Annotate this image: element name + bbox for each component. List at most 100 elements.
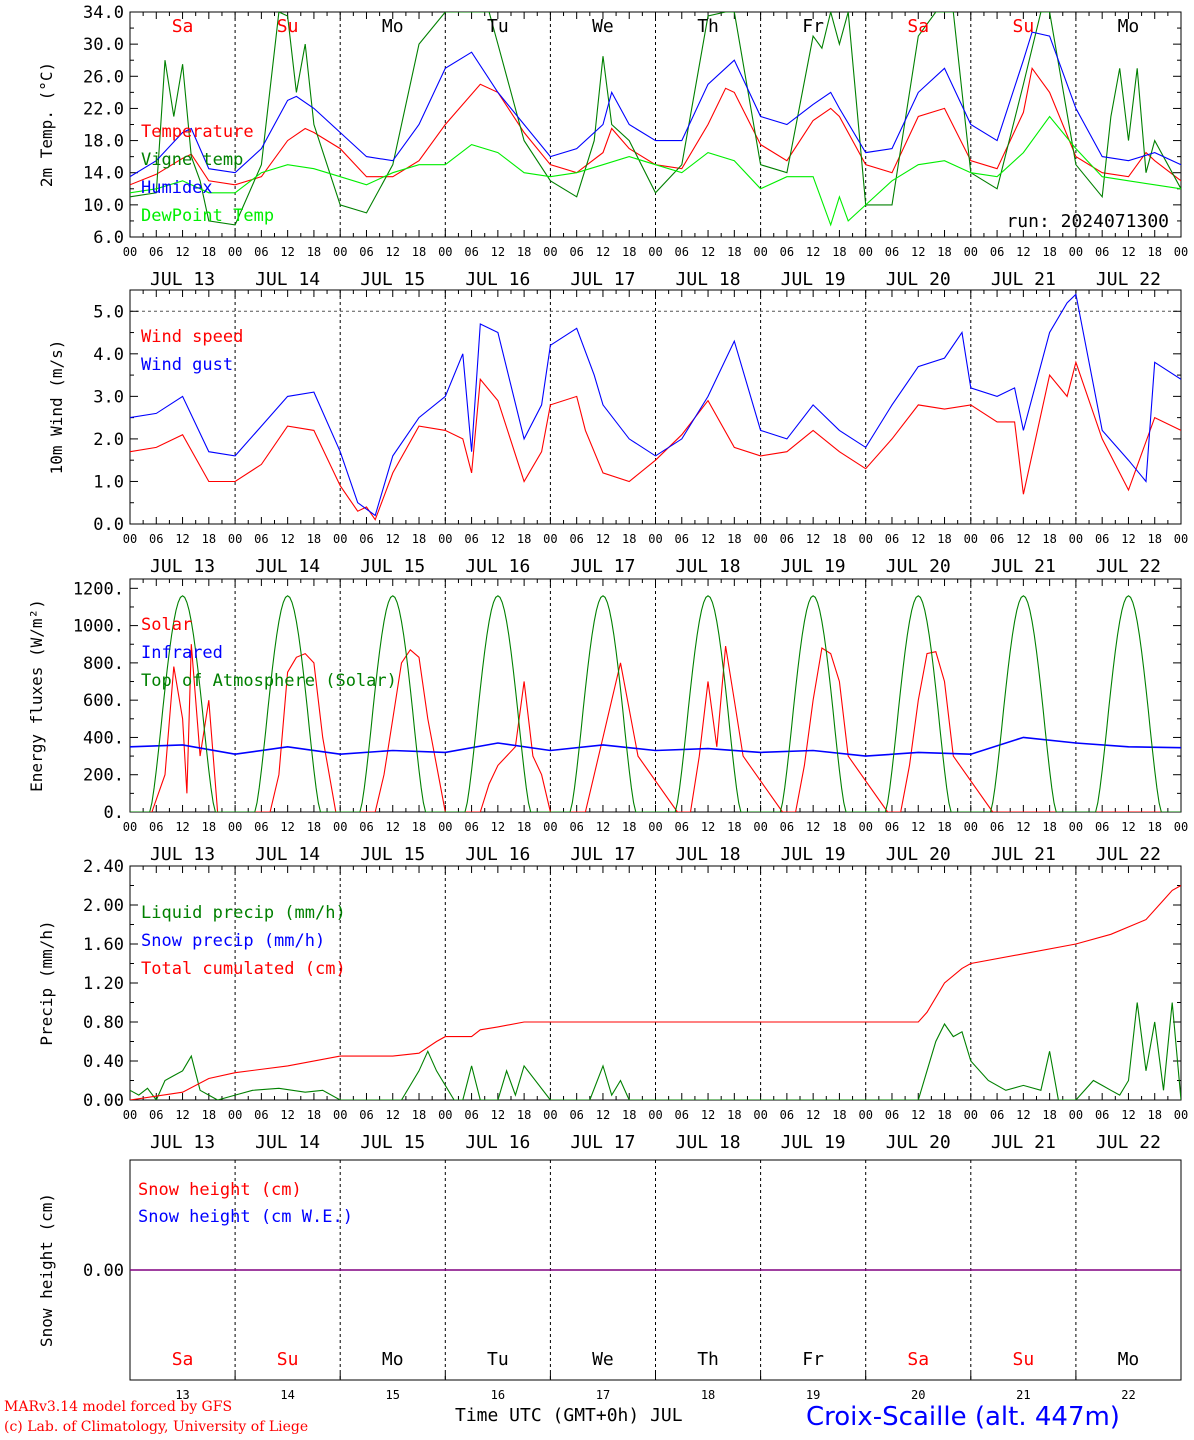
y-tick-label: 0.80 [83,1013,124,1033]
hour-tick-label: 06 [254,820,268,834]
date-label: JUL 15 [360,844,425,865]
weekday-label: Mo [1118,1349,1140,1370]
y-tick-label: 4.0 [93,345,124,365]
hour-tick-label: 18 [622,820,636,834]
hour-tick-label: 06 [569,532,583,546]
hour-tick-label: 18 [937,245,951,259]
hour-tick-label: 06 [885,820,899,834]
legend-entry: Snow height (cm) [138,1180,302,1200]
hour-tick-label: 12 [911,245,925,259]
date-label: JUL 15 [360,556,425,577]
hour-tick-label: 06 [885,532,899,546]
hour-tick-label: 06 [990,245,1004,259]
hour-tick-label: 00 [1174,245,1188,259]
hour-tick-label: 00 [964,245,978,259]
hour-tick-label: 12 [806,245,820,259]
hour-tick-label: 00 [333,1108,347,1122]
day-number-label: 18 [701,1388,715,1402]
hour-tick-label: 06 [149,1108,163,1122]
hour-tick-label: 00 [543,1108,557,1122]
y-axis-label: 10m Wind (m/s) [47,340,66,475]
series-line [130,736,1181,757]
hour-tick-label: 12 [491,532,505,546]
hour-tick-label: 12 [386,1108,400,1122]
hour-tick-label: 12 [491,820,505,834]
date-label: JUL 17 [570,556,635,577]
hour-tick-label: 18 [202,245,216,259]
weekday-label: Sa [172,16,194,37]
hour-tick-label: 18 [727,820,741,834]
series-line [130,12,1181,226]
date-label: JUL 17 [570,1132,635,1153]
date-label: JUL 18 [676,269,741,290]
hour-tick-label: 00 [648,820,662,834]
hour-tick-label: 12 [1016,1108,1030,1122]
series-line [130,595,1181,812]
hour-tick-label: 12 [596,245,610,259]
weekday-label: Tu [487,1349,509,1370]
hour-tick-label: 18 [1042,245,1056,259]
hour-tick-label: 06 [990,1108,1004,1122]
hour-tick-label: 00 [228,1108,242,1122]
hour-tick-label: 12 [701,1108,715,1122]
hour-tick-label: 12 [491,245,505,259]
date-label: JUL 20 [886,269,951,290]
hour-tick-label: 00 [858,532,872,546]
weekday-label: Sa [172,1349,194,1370]
date-label: JUL 17 [570,269,635,290]
model-credit-line2: (c) Lab. of Climatology, University of L… [4,1419,309,1435]
hour-tick-label: 12 [280,245,294,259]
hour-tick-label: 18 [307,820,321,834]
weekday-label: Tu [487,16,509,37]
y-tick-label: 1.20 [83,974,124,994]
day-number-label: 22 [1121,1388,1135,1402]
series-line [130,115,1181,227]
hour-tick-label: 18 [307,1108,321,1122]
y-tick-label: 400. [83,728,124,748]
hour-tick-label: 12 [1121,532,1135,546]
hour-tick-label: 06 [1095,1108,1109,1122]
legend-entry: Wind speed [141,327,243,347]
hour-tick-label: 12 [280,820,294,834]
hour-tick-label: 12 [386,820,400,834]
y-tick-label: 1000. [73,617,124,637]
hour-tick-label: 00 [648,532,662,546]
hour-tick-label: 00 [123,1108,137,1122]
hour-tick-label: 06 [149,820,163,834]
hour-tick-label: 06 [780,820,794,834]
hour-tick-label: 12 [386,245,400,259]
y-axis-label: 2m Temp. (°C) [37,62,56,187]
hour-tick-label: 12 [806,820,820,834]
hour-tick-label: 06 [675,532,689,546]
date-label: JUL 20 [886,844,951,865]
station-name: Croix-Scaille (alt. 447m) [806,1402,1120,1432]
series-line [130,885,1181,1100]
weekday-label: Th [697,16,719,37]
hour-tick-label: 06 [149,245,163,259]
day-number-label: 13 [175,1388,189,1402]
date-label: JUL 14 [255,269,320,290]
date-label: JUL 19 [781,844,846,865]
date-label: JUL 19 [781,556,846,577]
y-tick-label: 2.40 [83,857,124,877]
y-tick-label: 0.00 [83,1261,124,1281]
panel-2: 00 06 12 18 00 06 12 18 00 06 12 18 00 06 12 18 00 06 12 18… [27,578,1188,865]
hour-tick-label: 00 [1069,245,1083,259]
weekday-label: Fr [802,16,824,37]
date-label: JUL 16 [465,556,530,577]
hour-tick-label: 06 [675,245,689,259]
y-tick-label: 0. [104,803,124,823]
hour-tick-label: 12 [1121,820,1135,834]
hour-tick-label: 18 [832,532,846,546]
legend-entry: Snow precip (mm/h) [141,931,325,951]
hour-tick-label: 06 [359,532,373,546]
hour-tick-label: 18 [1042,1108,1056,1122]
panel-3: 00 06 12 18 00 06 12 18 00 06 12 18 00 06 12 18 00 06 12 18… [37,857,1188,1153]
panel-0: 00 06 12 18 00 06 12 18 00 06 12 18 00 06 12 18 00 06 12 18… [37,3,1188,290]
hour-tick-label: 18 [727,1108,741,1122]
legend-entry: Solar [141,615,192,635]
day-number-label: 19 [806,1388,820,1402]
hour-tick-label: 18 [832,1108,846,1122]
date-label: JUL 21 [991,844,1056,865]
hour-tick-label: 06 [359,245,373,259]
